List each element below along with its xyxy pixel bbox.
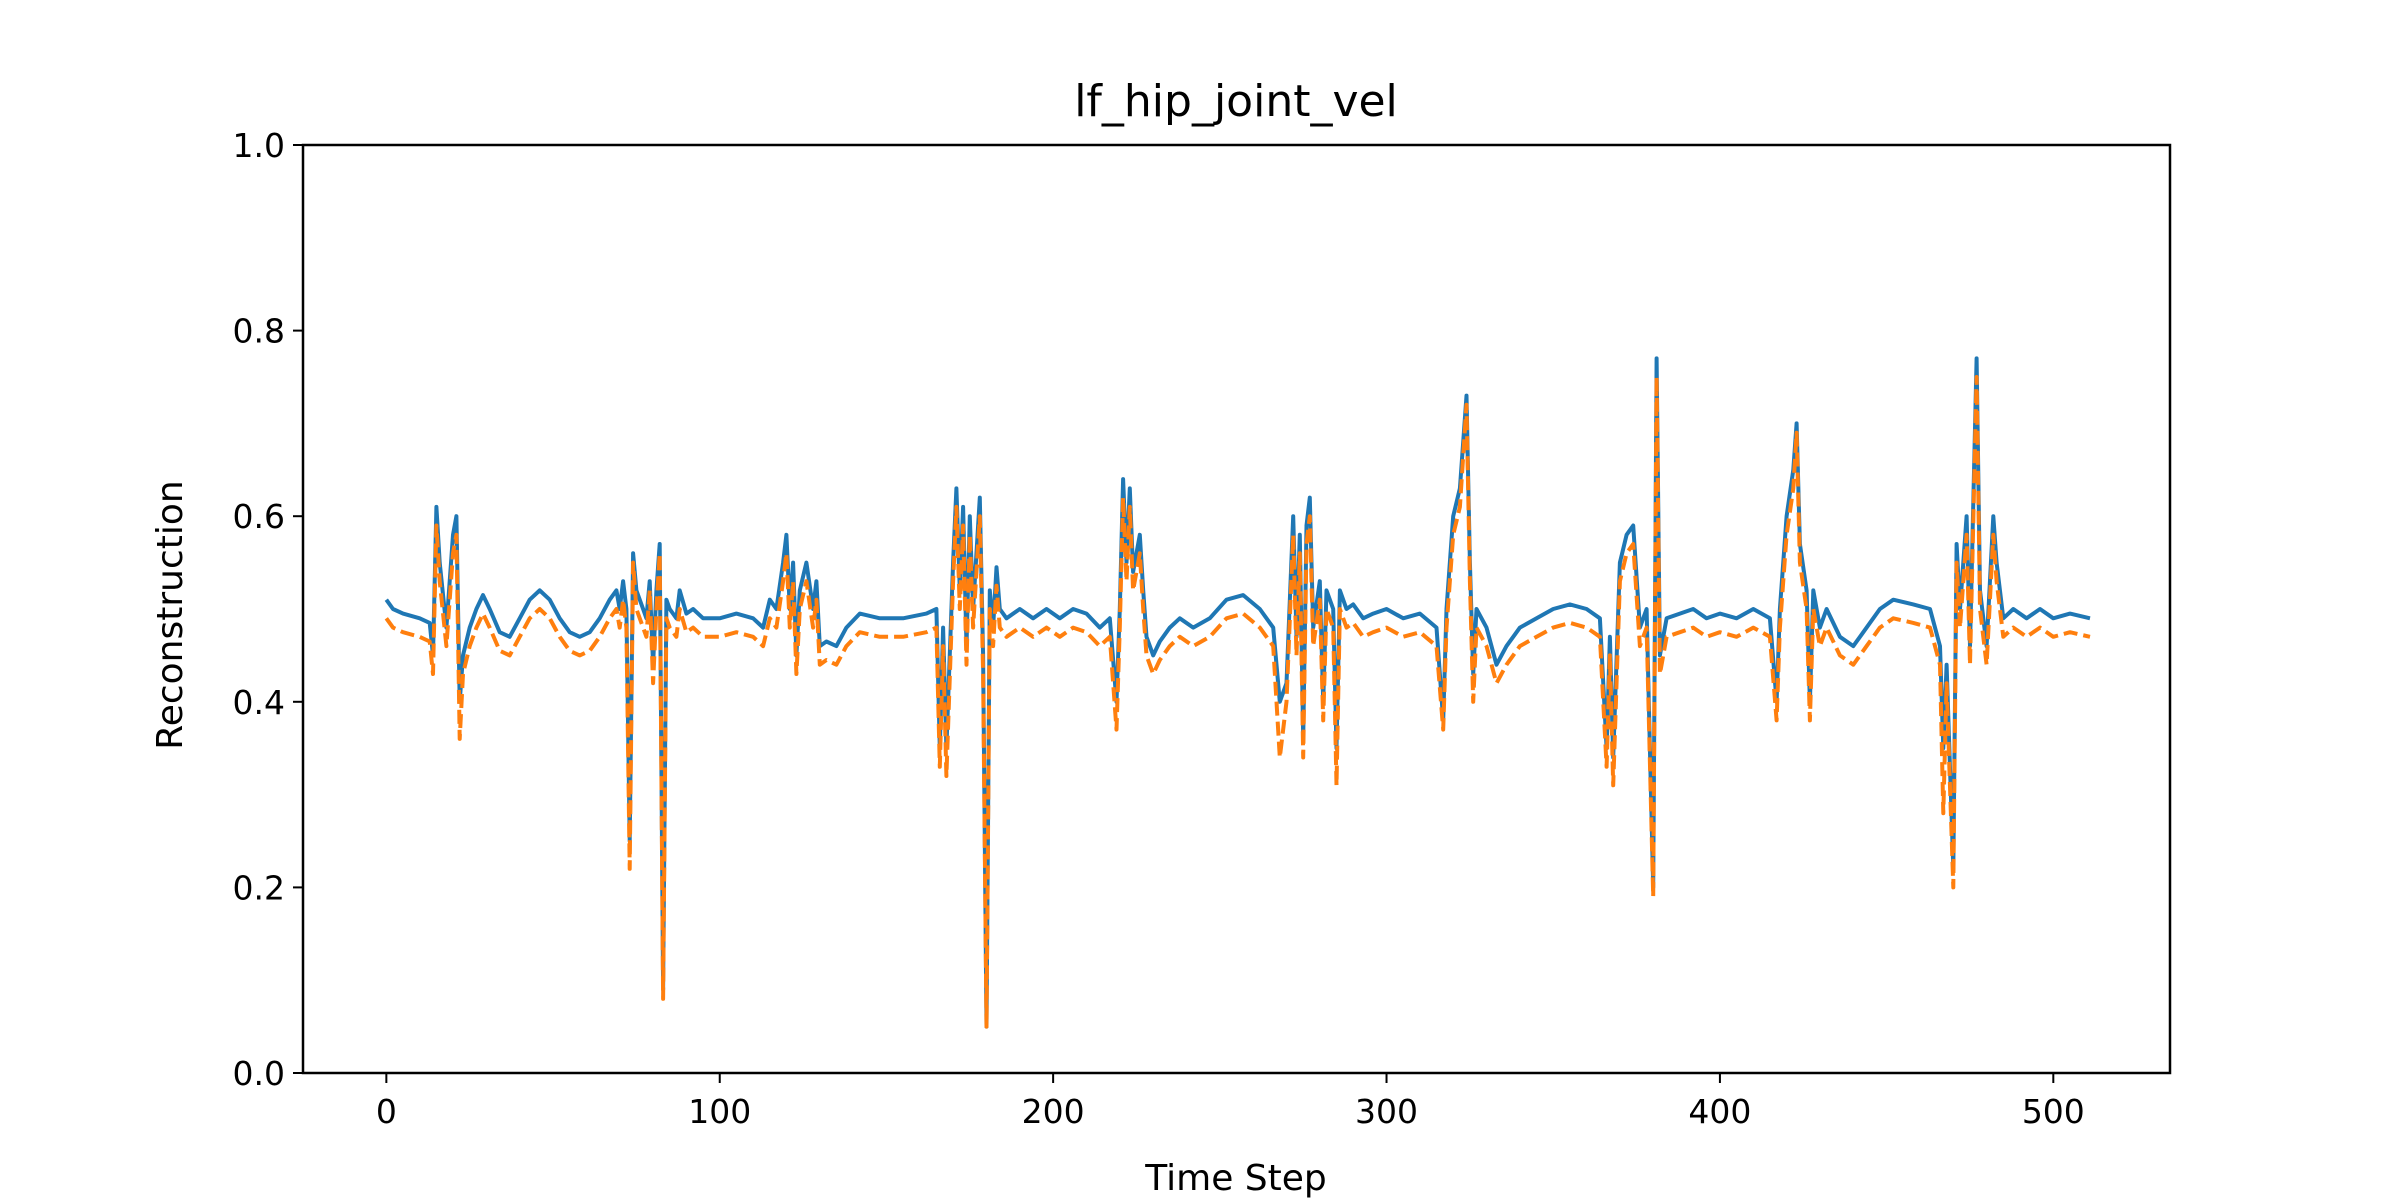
y-tick-label: 1.0	[233, 126, 285, 165]
series-line-1	[384, 356, 2091, 1029]
y-tick-label: 0.8	[233, 312, 285, 351]
x-tick-label: 0	[376, 1092, 397, 1131]
y-axis: 0.0 0.2 0.4 0.6 0.8 1.0	[233, 126, 303, 1093]
series-line-2	[384, 375, 2091, 1029]
y-axis-label: Reconstruction	[150, 480, 191, 749]
x-tick-label: 400	[1688, 1092, 1751, 1131]
x-tick-label: 500	[2022, 1092, 2085, 1131]
plot-area	[384, 356, 2091, 1029]
y-tick-label: 0.2	[233, 868, 285, 907]
x-tick-label: 100	[688, 1092, 751, 1131]
y-tick-label: 0.4	[233, 683, 285, 722]
plot-frame	[301, 143, 2172, 1075]
chart-title: lf_hip_joint_vel	[1074, 76, 1398, 127]
x-axis: 0 100 200 300 400 500	[376, 1073, 2085, 1131]
x-tick-label: 300	[1355, 1092, 1418, 1131]
x-axis-label: Time Step	[1144, 1158, 1327, 1199]
y-tick-label: 0.0	[233, 1054, 285, 1093]
y-tick-label: 0.6	[233, 497, 285, 536]
x-tick-label: 200	[1022, 1092, 1085, 1131]
